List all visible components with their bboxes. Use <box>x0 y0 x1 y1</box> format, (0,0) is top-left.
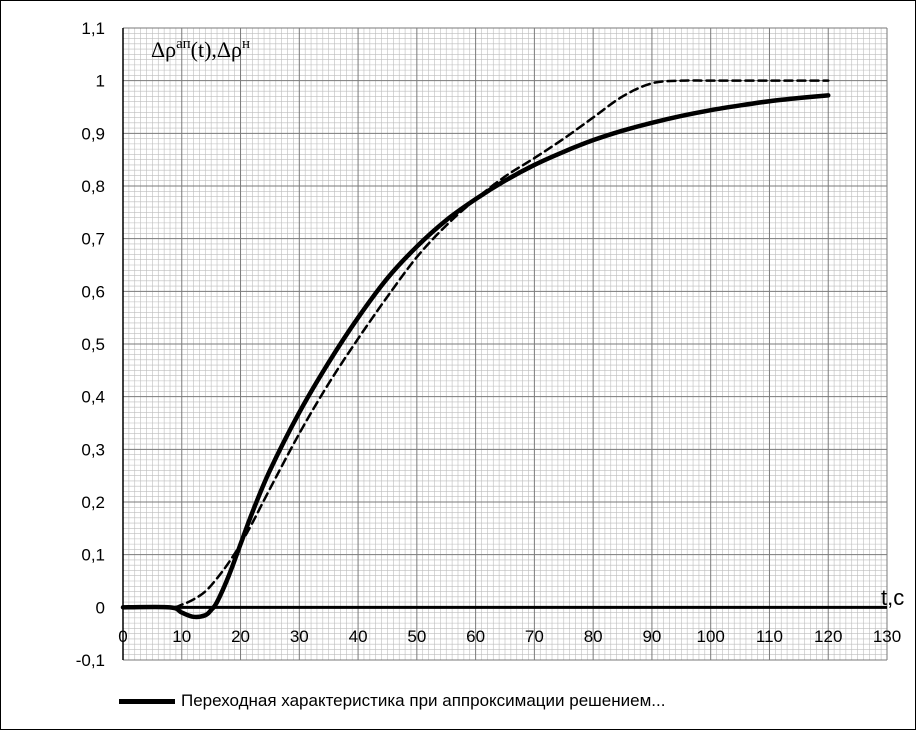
x-tick-label: 100 <box>697 627 725 646</box>
y-tick-label: 0,9 <box>81 124 105 143</box>
x-tick-label: 30 <box>290 627 309 646</box>
y-tick-labels: -0,1 0 0,1 0,2 0,3 0,4 0,5 0,6 0,7 0,8 0,9 1 1,1 <box>76 19 105 670</box>
legend-swatch-solid <box>119 698 175 704</box>
y-tick-label: 0,8 <box>81 177 105 196</box>
x-tick-label: 20 <box>231 627 250 646</box>
x-tick-label: 110 <box>756 627 783 646</box>
axes <box>122 28 887 660</box>
y-tick-label: 0,2 <box>81 493 105 512</box>
y-title-base: Δρ <box>151 37 176 62</box>
x-axis-title: t,c <box>881 585 904 610</box>
y-tick-label: 0 <box>96 598 105 617</box>
x-tick-label: 60 <box>466 627 485 646</box>
x-tick-labels: 0 10 20 30 40 50 60 70 80 90 100 110 120 130 <box>118 627 901 646</box>
x-tick-label: 50 <box>407 627 426 646</box>
y-tick-label: 0,1 <box>81 546 105 565</box>
x-tick-label: 40 <box>349 627 368 646</box>
y-axis-title: Δρап(t),Δρн <box>151 36 250 62</box>
series-solid-line <box>120 93 831 620</box>
series-layer <box>120 79 831 620</box>
legend: Переходная характеристика при аппроксима… <box>119 691 665 711</box>
x-tick-label: 120 <box>814 627 842 646</box>
y-title-sup-2: н <box>242 36 250 52</box>
x-tick-label: 90 <box>642 627 661 646</box>
legend-label: Переходная характеристика при аппроксима… <box>181 691 666 710</box>
x-tick-label: 130 <box>873 627 901 646</box>
y-tick-label: 0,4 <box>81 388 105 407</box>
series-dashed-line <box>121 79 830 609</box>
x-tick-label: 80 <box>584 627 603 646</box>
y-title-mid: (t),Δρ <box>191 37 242 62</box>
y-tick-label: 0,7 <box>81 230 105 249</box>
y-tick-label: 1 <box>96 72 105 91</box>
x-tick-label: 0 <box>118 627 127 646</box>
x-tick-label: 70 <box>525 627 544 646</box>
y-tick-label: -0,1 <box>76 651 105 670</box>
y-title-sup-1: ап <box>176 36 191 52</box>
x-tick-label: 10 <box>172 627 191 646</box>
y-tick-label: 0,5 <box>81 335 105 354</box>
y-tick-label: 0,6 <box>81 282 105 301</box>
y-tick-label: 0,3 <box>81 440 105 459</box>
y-tick-label: 1,1 <box>81 19 105 38</box>
